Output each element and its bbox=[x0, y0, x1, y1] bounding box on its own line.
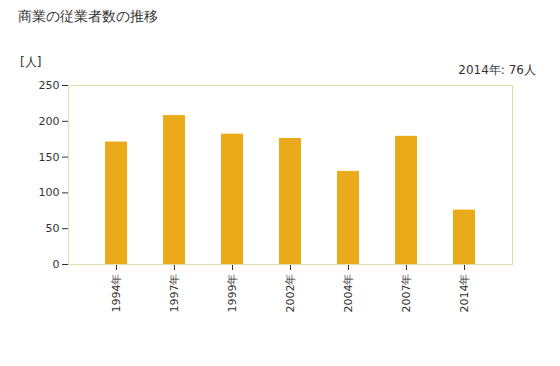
svg-text:150: 150 bbox=[39, 151, 60, 164]
svg-text:50: 50 bbox=[46, 222, 60, 235]
svg-text:1994年: 1994年 bbox=[110, 274, 123, 313]
svg-text:0: 0 bbox=[53, 258, 60, 271]
html-text:[人]: [人] bbox=[20, 55, 42, 69]
svg-text:2007年: 2007年 bbox=[400, 274, 413, 313]
svg-text:250: 250 bbox=[39, 80, 60, 92]
html-text:商業の従業者数の推移: 商業の従業者数の推移 bbox=[18, 8, 158, 24]
svg-text:200: 200 bbox=[39, 115, 60, 128]
html-text:2014年: 76人: 2014年: 76人 bbox=[458, 63, 536, 77]
svg-text:1999年: 1999年 bbox=[226, 274, 239, 313]
svg-text:100: 100 bbox=[39, 186, 60, 199]
svg-text:1997年: 1997年 bbox=[168, 274, 181, 313]
svg-text:2002年: 2002年 bbox=[284, 274, 297, 313]
svg-text:2014年: 2014年 bbox=[458, 274, 471, 313]
svg-text:2004年: 2004年 bbox=[342, 274, 355, 313]
